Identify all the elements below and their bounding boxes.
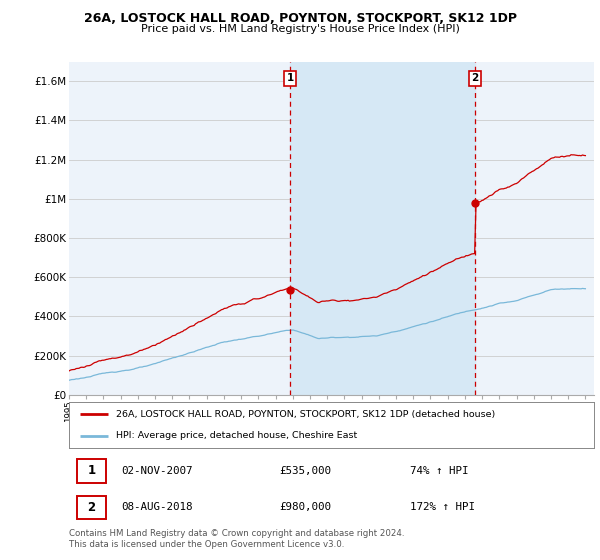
Text: 02-NOV-2007: 02-NOV-2007	[121, 466, 193, 476]
Text: Contains HM Land Registry data © Crown copyright and database right 2024.
This d: Contains HM Land Registry data © Crown c…	[69, 529, 404, 549]
Text: 1: 1	[286, 73, 293, 83]
Text: 172% ↑ HPI: 172% ↑ HPI	[410, 502, 475, 512]
Text: 74% ↑ HPI: 74% ↑ HPI	[410, 466, 469, 476]
FancyBboxPatch shape	[77, 496, 106, 519]
Text: HPI: Average price, detached house, Cheshire East: HPI: Average price, detached house, Ches…	[116, 431, 358, 440]
Bar	[290, 62, 475, 395]
Text: 26A, LOSTOCK HALL ROAD, POYNTON, STOCKPORT, SK12 1DP: 26A, LOSTOCK HALL ROAD, POYNTON, STOCKPO…	[83, 12, 517, 25]
Text: 2: 2	[87, 501, 95, 514]
Text: 26A, LOSTOCK HALL ROAD, POYNTON, STOCKPORT, SK12 1DP (detached house): 26A, LOSTOCK HALL ROAD, POYNTON, STOCKPO…	[116, 410, 496, 419]
Text: 1: 1	[87, 464, 95, 478]
FancyBboxPatch shape	[77, 459, 106, 483]
Text: £535,000: £535,000	[279, 466, 331, 476]
Text: 2: 2	[472, 73, 479, 83]
Text: £980,000: £980,000	[279, 502, 331, 512]
Text: 08-AUG-2018: 08-AUG-2018	[121, 502, 193, 512]
Text: Price paid vs. HM Land Registry's House Price Index (HPI): Price paid vs. HM Land Registry's House …	[140, 24, 460, 34]
